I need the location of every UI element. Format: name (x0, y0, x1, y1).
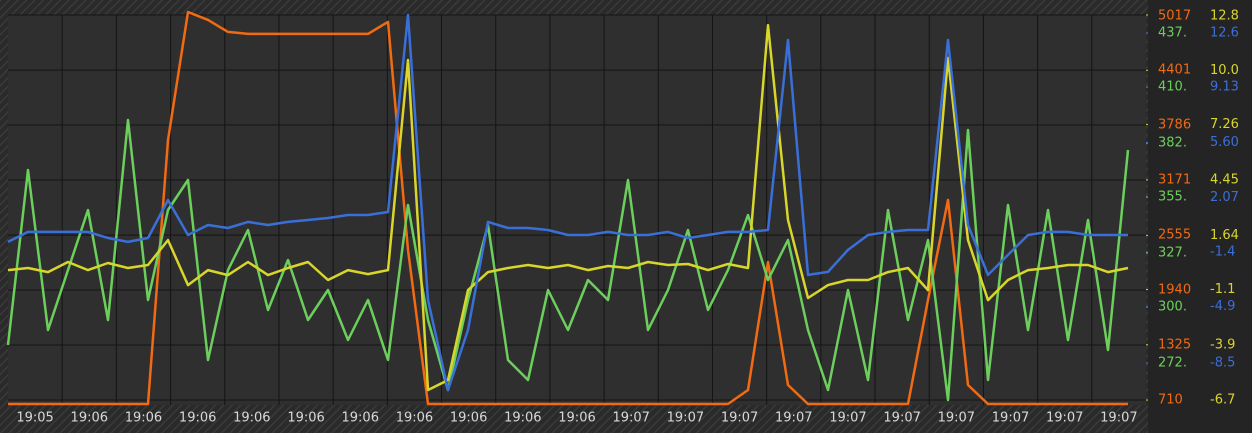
y-tick-label: -1.1 (1210, 282, 1235, 297)
y-tick-label: -4.9 (1210, 299, 1235, 314)
vertical-grid (61, 15, 1093, 405)
y-tick-label: 3786 (1158, 118, 1191, 133)
x-tick-label: 19:06 (233, 411, 270, 426)
y-tick-label: 1325 (1158, 338, 1191, 353)
x-tick-label: 19:07 (1100, 411, 1137, 426)
x-tick-label: 19:06 (504, 411, 541, 426)
x-tick-label: 19:07 (938, 411, 975, 426)
x-tick-label: 19:07 (775, 411, 812, 426)
y-tick-label: 355. (1158, 190, 1187, 205)
x-tick-label: 19:06 (71, 411, 108, 426)
y-tick-label: -1.4 (1210, 244, 1235, 259)
x-tick-label: 19:07 (829, 411, 866, 426)
y-tick-label: 10.0 (1210, 63, 1239, 78)
y-tick-label: 272. (1158, 356, 1187, 371)
x-tick-label: 19:05 (16, 411, 53, 426)
x-tick-label: 19:07 (1046, 411, 1083, 426)
y-tick-label: 1940 (1158, 283, 1191, 298)
series-line (7, 23, 1129, 392)
y-tick-label: -3.9 (1210, 337, 1235, 352)
y-tick-label: 382. (1158, 136, 1187, 151)
y-tick-label: 5.60 (1210, 135, 1239, 150)
y-tick-label: 327. (1158, 246, 1187, 261)
y-tick-label: 410. (1158, 80, 1187, 95)
y-tick-label: -6.7 (1210, 393, 1235, 408)
y-tick-label: 7.26 (1210, 117, 1239, 132)
series-line (7, 13, 1128, 392)
x-tick-label: 19:06 (179, 411, 216, 426)
x-tick-label: 19:07 (612, 411, 649, 426)
x-tick-label: 19:06 (342, 411, 379, 426)
y-tick-label: 2.07 (1210, 190, 1239, 205)
series-line (8, 10, 1128, 406)
y-tick-label: 4401 (1158, 63, 1191, 78)
x-tick-label: 19:06 (450, 411, 487, 426)
series-line (6, 118, 1130, 402)
y-tick-label: 5017 (1158, 9, 1191, 24)
plot-area (8, 15, 1146, 405)
y-tick-label: 300. (1158, 300, 1187, 315)
x-tick-label: 19:06 (558, 411, 595, 426)
y-tick-label: 4.45 (1210, 172, 1239, 187)
x-tick-label: 19:06 (125, 411, 162, 426)
y-tick-label: 9.13 (1210, 80, 1239, 95)
y-tick-label: 710 (1158, 392, 1183, 407)
y-tick-label: 12.6 (1210, 25, 1239, 40)
y-tick-label: 1.64 (1210, 228, 1239, 243)
y-tick-label: 12.8 (1210, 9, 1239, 24)
y-tick-label: 3171 (1158, 173, 1191, 188)
axis-panel (1148, 0, 1252, 433)
x-tick-label: 19:07 (992, 411, 1029, 426)
x-tick-label: 19:06 (396, 411, 433, 426)
x-tick-label: 19:07 (883, 411, 920, 426)
x-tick-label: 19:06 (287, 411, 324, 426)
y-tick-label: -8.5 (1210, 355, 1235, 370)
x-tick-label: 19:07 (721, 411, 758, 426)
y-tick-label: 2555 (1158, 228, 1191, 243)
x-tick-label: 19:07 (667, 411, 704, 426)
y-tick-label: 437. (1158, 26, 1187, 41)
